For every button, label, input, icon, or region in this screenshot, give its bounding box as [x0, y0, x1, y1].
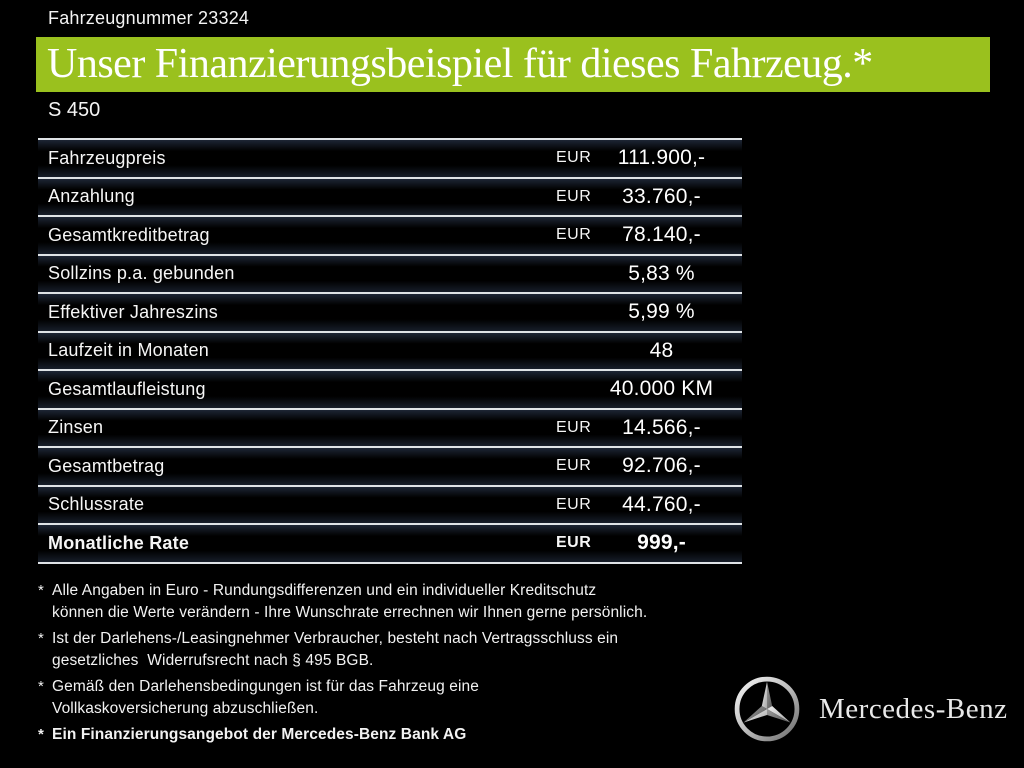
footnote-text: Vollkaskoversicherung abzuschließen.	[52, 700, 319, 717]
table-row: Schlussrate EUR 44.760,-	[38, 484, 742, 523]
table-row: Gesamtbetrag EUR 92.706,-	[38, 446, 742, 485]
table-row: Zinsen EUR 14.566,-	[38, 407, 742, 446]
currency-label: EUR	[556, 457, 592, 475]
finance-table: Fahrzeugpreis EUR 111.900,- Anzahlung EU…	[38, 138, 742, 564]
footnote-text: Ist der Darlehens-/Leasingnehmer Verbrau…	[52, 630, 619, 647]
row-value: 44.760,-	[622, 492, 701, 516]
currency-label: EUR	[556, 149, 592, 167]
row-value: 78.140,-	[622, 223, 701, 247]
row-value: 5,99 %	[628, 300, 695, 324]
mercedes-star-icon	[733, 675, 801, 743]
row-label: Gesamtkreditbetrag	[48, 224, 210, 245]
footnote-marker: *	[38, 726, 44, 743]
row-label: Gesamtlaufleistung	[48, 378, 206, 399]
row-label: Anzahlung	[48, 186, 135, 207]
row-label: Gesamtbetrag	[48, 455, 165, 476]
row-value: 14.566,-	[622, 415, 701, 439]
table-row-monthly-rate: Monatliche Rate EUR 999,-	[38, 523, 742, 562]
currency-label: EUR	[556, 418, 592, 436]
row-label: Fahrzeugpreis	[48, 147, 166, 168]
page-title: Unser Finanzierungsbeispiel für dieses F…	[47, 41, 873, 87]
table-row: Laufzeit in Monaten 48	[38, 330, 742, 369]
table-row: Gesamtkreditbetrag EUR 78.140,-	[38, 215, 742, 254]
currency-label: EUR	[556, 495, 592, 513]
row-value: 92.706,-	[622, 454, 701, 478]
row-value: 999,-	[637, 531, 686, 555]
footnote: * Gemäß den Darlehensbedingungen ist für…	[38, 676, 738, 720]
row-value: 40.000 KM	[609, 377, 714, 401]
table-row: Sollzins p.a. gebunden 5,83 %	[38, 253, 742, 292]
footnote-marker: *	[38, 678, 44, 695]
row-value: 5,83 %	[628, 261, 695, 285]
footnotes: * Alle Angaben in Euro - Rundungsdiffere…	[38, 580, 738, 750]
row-label: Sollzins p.a. gebunden	[48, 263, 235, 284]
table-row: Fahrzeugpreis EUR 111.900,-	[38, 138, 742, 177]
footnote-marker: *	[38, 630, 44, 647]
row-value: 33.760,-	[622, 184, 701, 208]
row-label: Effektiver Jahreszins	[48, 301, 218, 322]
row-label: Monatliche Rate	[48, 532, 190, 553]
currency-label: EUR	[556, 187, 592, 205]
currency-label: EUR	[556, 226, 592, 244]
footnote-text: Ein Finanzierungsangebot der Mercedes-Be…	[52, 726, 467, 743]
row-value: 48	[649, 338, 674, 362]
table-row: Gesamtlaufleistung 40.000 KM	[38, 369, 742, 408]
footnote-financing-offer: * Ein Finanzierungsangebot der Mercedes-…	[38, 724, 738, 746]
row-label: Zinsen	[48, 417, 104, 438]
headline-banner: Unser Finanzierungsbeispiel für dieses F…	[36, 37, 990, 92]
brand-wordmark: Mercedes-Benz	[819, 692, 1008, 725]
footnote-text: Alle Angaben in Euro - Rundungsdifferenz…	[52, 582, 597, 599]
footnote-text: gesetzliches Widerrufsrecht nach § 495 B…	[52, 652, 374, 669]
row-label: Laufzeit in Monaten	[48, 340, 209, 361]
model-name: S 450	[48, 99, 101, 121]
row-label: Schlussrate	[48, 494, 145, 515]
table-row: Anzahlung EUR 33.760,-	[38, 176, 742, 215]
currency-label: EUR	[556, 534, 592, 552]
footnote: * Ist der Darlehens-/Leasingnehmer Verbr…	[38, 628, 738, 672]
footnote-text: können die Werte verändern - Ihre Wunsch…	[52, 604, 648, 621]
footnote-marker: *	[38, 582, 44, 599]
table-row: Effektiver Jahreszins 5,99 %	[38, 292, 742, 331]
row-value: 111.900,-	[617, 146, 706, 170]
vehicle-number: Fahrzeugnummer 23324	[48, 8, 250, 28]
footnote: * Alle Angaben in Euro - Rundungsdiffere…	[38, 580, 738, 624]
footnote-text: Gemäß den Darlehensbedingungen ist für d…	[52, 678, 479, 695]
mercedes-benz-logo: Mercedes-Benz	[733, 674, 1007, 744]
